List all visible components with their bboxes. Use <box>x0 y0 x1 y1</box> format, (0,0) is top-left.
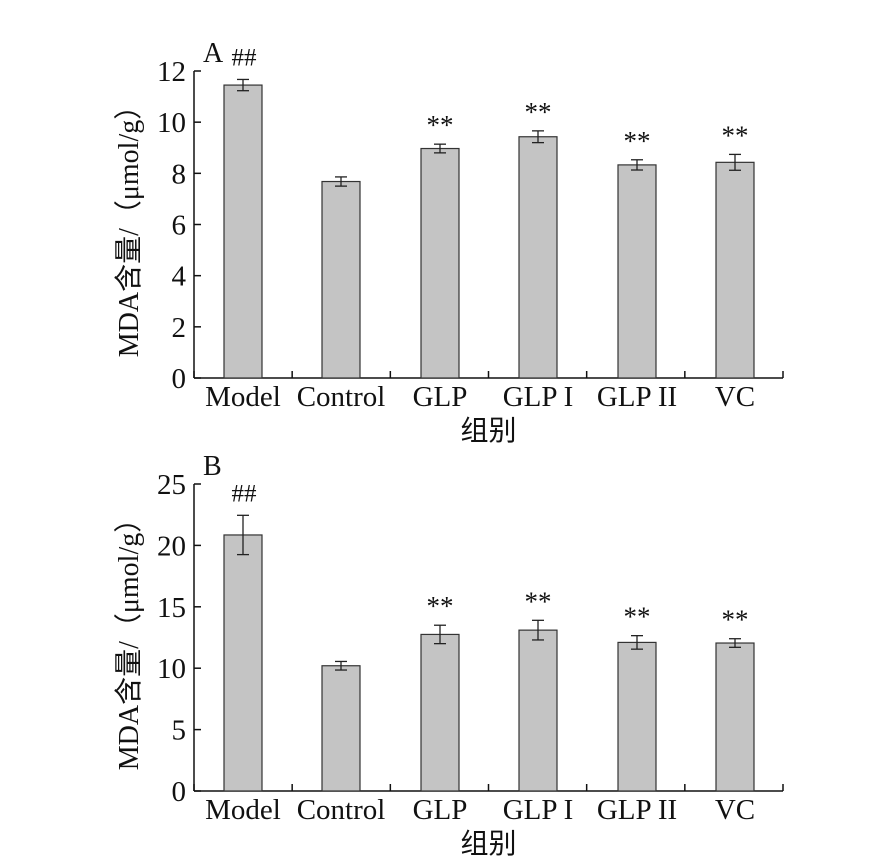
category-label: Model <box>205 381 281 413</box>
category-label: GLP I <box>503 794 574 826</box>
category-label: Control <box>297 794 386 826</box>
significance-star-annotation: ** <box>722 605 749 635</box>
x-axis-label: 组别 <box>460 828 516 859</box>
category-label: Model <box>205 794 281 826</box>
y-axis-label: MDA含量/（μmol/g） <box>113 92 145 357</box>
significance-star-annotation: ** <box>525 97 552 127</box>
bar-model <box>223 534 263 792</box>
x-axis-label: 组别 <box>460 415 516 447</box>
bar-control <box>321 665 361 792</box>
y-tick-label: 15 <box>157 592 186 624</box>
panel-label: A <box>203 38 224 69</box>
significance-star-annotation: ** <box>722 120 749 150</box>
bar-glp-i <box>518 136 558 379</box>
y-tick-label: 2 <box>172 312 187 344</box>
y-tick-label: 20 <box>157 530 186 562</box>
significance-star-annotation: ** <box>427 110 454 140</box>
panel-label: B <box>203 451 222 482</box>
bar-glp-ii <box>617 164 657 379</box>
category-label: GLP I <box>503 381 574 413</box>
y-tick-label: 6 <box>172 210 187 242</box>
category-label: GLP II <box>597 794 677 826</box>
y-tick-label: 5 <box>172 715 187 747</box>
significance-star-annotation: ** <box>624 602 651 632</box>
category-label: GLP <box>413 794 468 826</box>
y-tick-label: 4 <box>172 261 187 293</box>
significance-star-annotation: ** <box>525 586 552 616</box>
category-label: Control <box>297 381 386 413</box>
bar-glp <box>420 147 460 379</box>
y-tick-label: 10 <box>157 653 186 685</box>
y-tick-label: 8 <box>172 158 187 190</box>
bar-model <box>223 84 263 379</box>
category-label: GLP II <box>597 381 677 413</box>
bar-vc <box>715 161 755 379</box>
significance-star-annotation: ** <box>624 126 651 156</box>
y-tick-label: 0 <box>172 776 187 808</box>
bar-glp <box>420 633 460 792</box>
category-label: VC <box>715 381 755 413</box>
y-axis-label: MDA含量/（μmol/g） <box>113 505 145 770</box>
y-tick-label: 10 <box>157 107 186 139</box>
category-label: VC <box>715 794 755 826</box>
bar-glp-ii <box>617 641 657 792</box>
panel-b-chart: 0 5 10 15 20 25 Model ## Control GLP ** GLP I ** GLP … <box>113 451 784 859</box>
y-tick-label: 25 <box>157 469 186 501</box>
significance-star-annotation: ** <box>427 591 454 621</box>
bar-control <box>321 180 361 379</box>
significance-hash-annotation: ## <box>232 480 258 507</box>
panel-a-chart: 0 2 4 6 8 10 12 Model ## Control GLP ** GLP I ** GLP I… <box>113 38 784 447</box>
bar-vc <box>715 642 755 792</box>
y-tick-label: 12 <box>157 56 186 88</box>
significance-hash-annotation: ## <box>232 44 258 71</box>
category-label: GLP <box>413 381 468 413</box>
bar-glp-i <box>518 629 558 792</box>
y-tick-label: 0 <box>172 363 187 395</box>
